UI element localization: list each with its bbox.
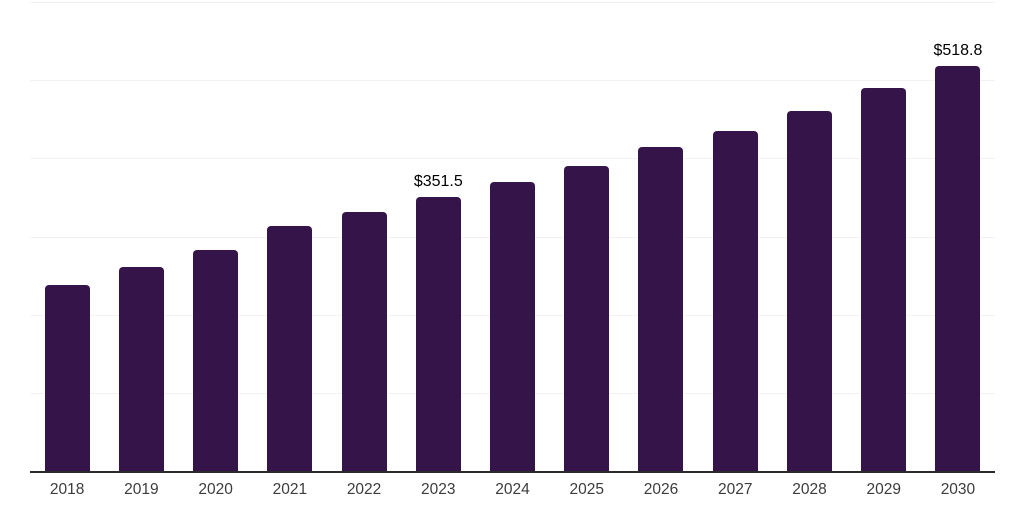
x-tick-label-2022: 2022 — [346, 481, 382, 498]
x-tick-label-2024: 2024 — [495, 481, 530, 498]
bar-2029 — [861, 88, 907, 472]
bar-slot-2027 — [698, 3, 772, 472]
plot-area: $351.5 $518.8 — [30, 2, 995, 473]
x-tick-label-2019: 2019 — [124, 481, 159, 498]
x-tick-label-2023: 2023 — [421, 481, 456, 498]
x-tick-label-2020: 2020 — [198, 481, 233, 498]
bar-slot-2018 — [30, 3, 104, 472]
bar-slot-2019 — [104, 3, 178, 472]
bar-value-label-2030: $518.8 — [933, 42, 983, 60]
bar-2024 — [490, 182, 536, 472]
bar-2021 — [267, 226, 313, 472]
bar-chart: $351.5 $518.8 2018 2019 2020 2021 2022 2023 202… — [30, 2, 995, 499]
bar-slot-2023: $351.5 — [401, 3, 475, 472]
bar-slot-2020 — [178, 3, 252, 472]
x-axis-line — [30, 471, 995, 473]
bar-slot-2030: $518.8 — [921, 3, 995, 472]
bar-slot-2022 — [327, 3, 401, 472]
bar-slot-2024 — [475, 3, 549, 472]
bar-2026 — [638, 146, 684, 472]
gridline-600 — [30, 2, 995, 3]
bars-container: $351.5 $518.8 — [30, 3, 995, 472]
bar-2030: $518.8 — [933, 42, 982, 472]
bar-2023: $351.5 — [414, 173, 463, 472]
bar-slot-2025 — [550, 3, 624, 472]
bar-slot-2021 — [253, 3, 327, 472]
bar-2020 — [193, 249, 239, 472]
bar-2018 — [44, 284, 90, 472]
bar-2022 — [341, 212, 387, 472]
gridline-500 — [30, 80, 995, 82]
bar-slot-2026 — [624, 3, 698, 472]
bar-slot-2029 — [847, 3, 921, 472]
x-tick-label-2018: 2018 — [49, 481, 85, 498]
bar-slot-2028 — [772, 3, 846, 472]
x-tick-label-2027: 2027 — [717, 481, 753, 498]
x-tick-label-2025: 2025 — [569, 481, 604, 498]
x-tick-label-2029: 2029 — [866, 481, 901, 498]
bar-value-label-2023: $351.5 — [413, 173, 463, 191]
gridline-400 — [30, 158, 995, 160]
bar-2019 — [118, 266, 164, 472]
x-tick-label-2026: 2026 — [643, 481, 679, 498]
x-tick-label-2021: 2021 — [272, 481, 308, 498]
x-tick-label-2030: 2030 — [940, 481, 976, 498]
x-tick-label-2028: 2028 — [792, 481, 827, 498]
bar-2028 — [786, 111, 832, 472]
bar-2025 — [564, 165, 610, 472]
bar-2027 — [712, 130, 758, 472]
x-axis-labels: 2018 2019 2020 2021 2022 2023 2024 2025 2026 2027… — [30, 481, 995, 499]
